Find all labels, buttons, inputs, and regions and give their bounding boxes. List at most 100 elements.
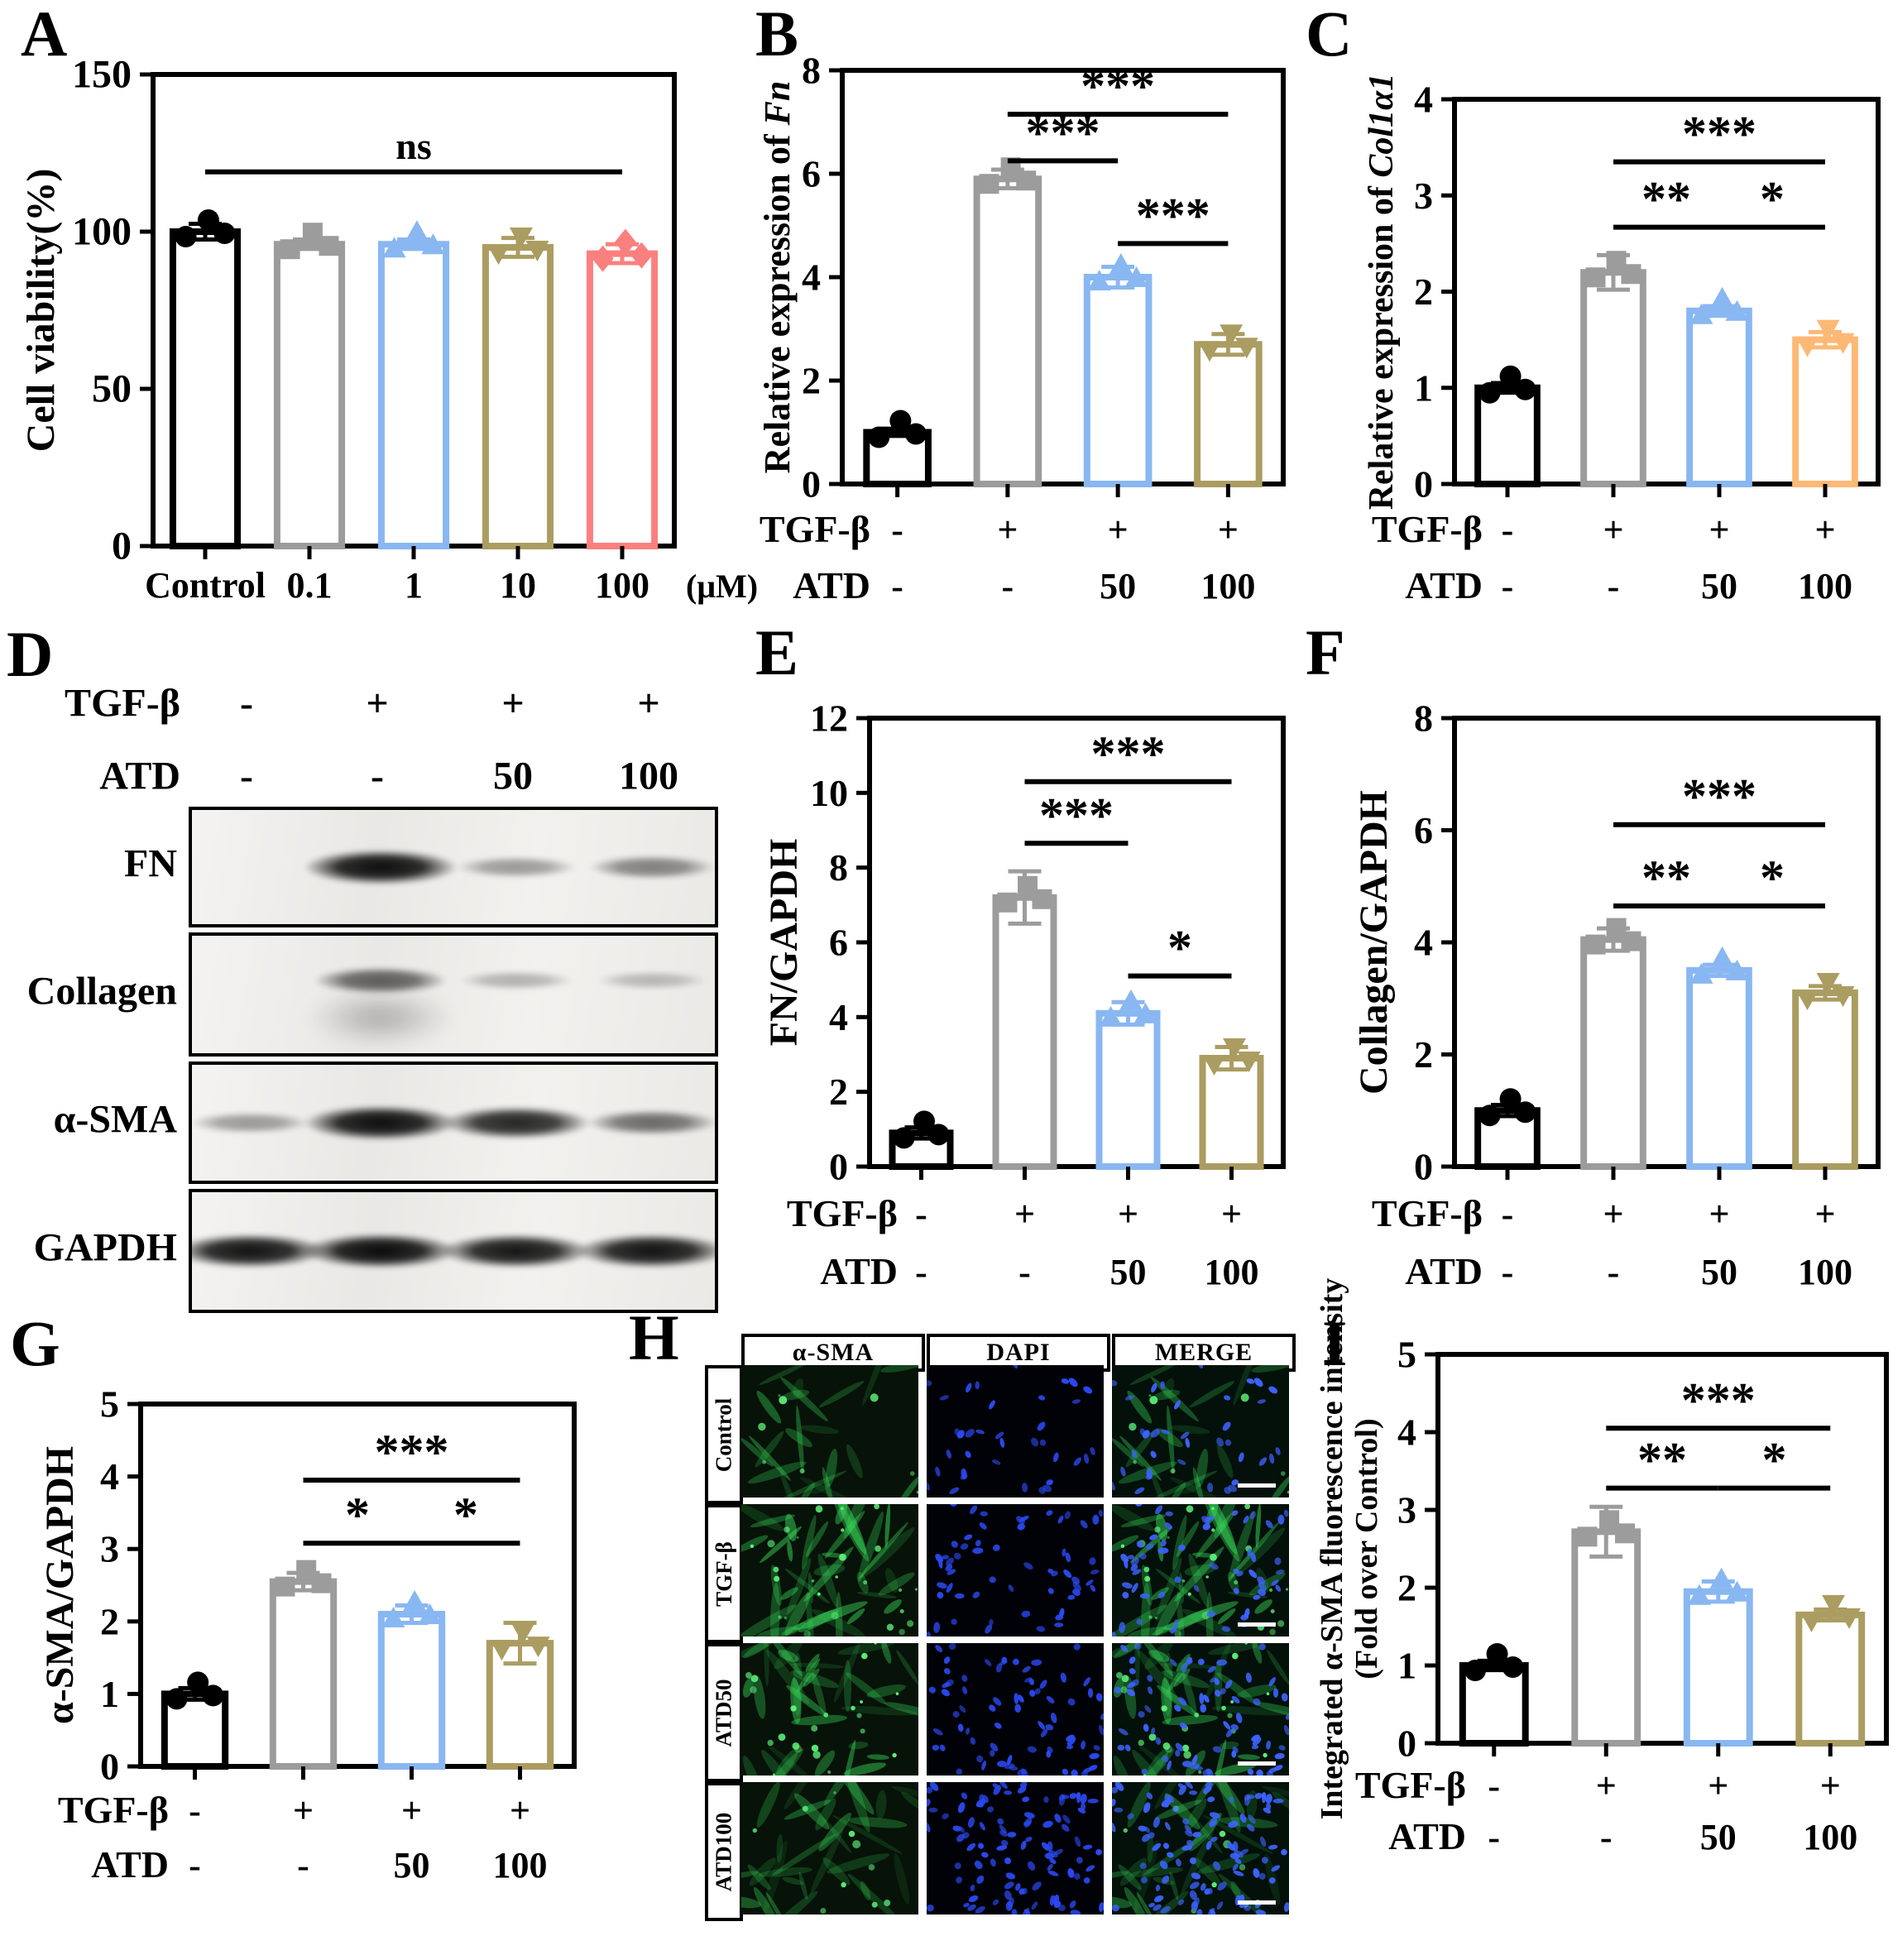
nucleus [956,1876,963,1884]
nucleus [993,1544,1000,1551]
y-tick-label: 6 [802,153,821,195]
x-label: Control [145,565,266,606]
nucleus [1036,1626,1046,1632]
nucleus [1114,1807,1124,1813]
nucleus [1130,1679,1139,1687]
cell-body [774,1643,804,1670]
cell-spot [1154,1616,1157,1619]
plot-frame [138,1402,577,1769]
nucleus [1268,1386,1278,1394]
cell-spot [784,1526,790,1533]
nucleus [1182,1818,1190,1825]
condition-value: + [1820,1766,1841,1806]
nucleus [959,1826,965,1833]
nucleus [1210,1837,1218,1843]
if-micrograph [1112,1782,1289,1914]
cell-spot [1234,1580,1239,1585]
y-tick-label: 6 [1414,809,1433,851]
nucleus [1226,1842,1235,1851]
condition-value: - [1502,1252,1514,1292]
nucleus [979,1794,985,1802]
cell-body [1157,1684,1199,1717]
cell-body [799,1477,864,1498]
nucleus [966,1843,976,1852]
cell-body [763,1839,788,1914]
nucleus [979,1822,985,1831]
cell-body [1127,1627,1171,1637]
nucleus [1228,1820,1239,1828]
cell-body [793,1378,804,1398]
nucleus [970,1505,978,1515]
data-point-triangle-down [1795,989,1819,1010]
nucleus [1134,1487,1145,1494]
condition-value: - [891,566,903,606]
nucleus [1266,1740,1271,1750]
if-micrograph [741,1504,918,1637]
nucleus [1189,1790,1198,1795]
cell-body [1112,1871,1129,1879]
nucleus [1224,1395,1231,1401]
cell-body [749,1857,776,1886]
cell-body [1132,1750,1167,1776]
bar-2 [1686,966,1752,1170]
nucleus [1044,1852,1055,1860]
nucleus [1138,1711,1145,1718]
cell-body [1211,1705,1289,1716]
nucleus [1037,1421,1046,1431]
nucleus [1112,1904,1119,1912]
y-tick-label: 2 [829,1071,848,1113]
condition-row-label: TGF-β [787,1192,898,1234]
bar-1 [1571,1528,1641,1747]
nucleus [1112,1480,1115,1491]
nucleus [992,1783,999,1789]
blot-atd-value-3: 100 [619,754,678,798]
svg-text:FN/GAPDH: FN/GAPDH [762,839,806,1047]
nucleus [1040,1728,1048,1737]
data-point-triangle-down [1202,1055,1226,1076]
nucleus [1050,1713,1057,1723]
nucleus [1046,1695,1055,1704]
nucleus [1031,1901,1038,1910]
nucleus [987,1806,994,1813]
cell-spot [868,1864,875,1871]
nucleus [966,1383,972,1393]
cell-body [884,1504,891,1548]
nucleus [1090,1569,1100,1574]
cell-spot [1211,1507,1215,1511]
nucleus [1060,1672,1066,1683]
sig-label: *** [1682,107,1756,161]
cell-spot [898,1588,903,1592]
nucleus [972,1547,984,1555]
nucleus [949,1487,960,1494]
fluorescence-intensity-bar-chart: 0 1 2 3 4 5 Integrated α-SMA fluorescence inte… [1315,1278,1889,1857]
nucleus [1004,1881,1014,1890]
blot-target-label-0: FN [124,841,177,886]
data-point-square [1577,1526,1598,1547]
cell-body [1135,1643,1174,1677]
condition-value: - [189,1845,201,1886]
cell-spot [1181,1579,1186,1583]
cell-body [847,1817,908,1828]
nucleus [1207,1796,1215,1803]
data-point-triangle-up [1087,270,1111,290]
data-point-square [319,236,339,256]
if-image-row1-col2 [1112,1504,1289,1637]
nucleus [975,1429,985,1435]
sig-label: * [1760,851,1785,905]
condition-row-label: ATD [91,1843,169,1886]
nucleus [1153,1817,1160,1828]
nucleus [956,1430,965,1439]
cell-body [832,1815,903,1854]
if-image-row2-col0 [741,1643,918,1776]
cell-body [741,1504,784,1531]
nucleus [1217,1881,1227,1891]
y-tick-label: 0 [1397,1723,1416,1765]
if-column-header-label: α-SMA [792,1339,875,1366]
cell-body [787,1540,793,1562]
svg-text:Integrated α-SMA fluorescence: Integrated α-SMA fluorescence intensity [1315,1278,1349,1820]
data-point-triangle-down [1831,333,1855,354]
cell-body [885,1568,899,1593]
nucleus [995,1663,1003,1673]
